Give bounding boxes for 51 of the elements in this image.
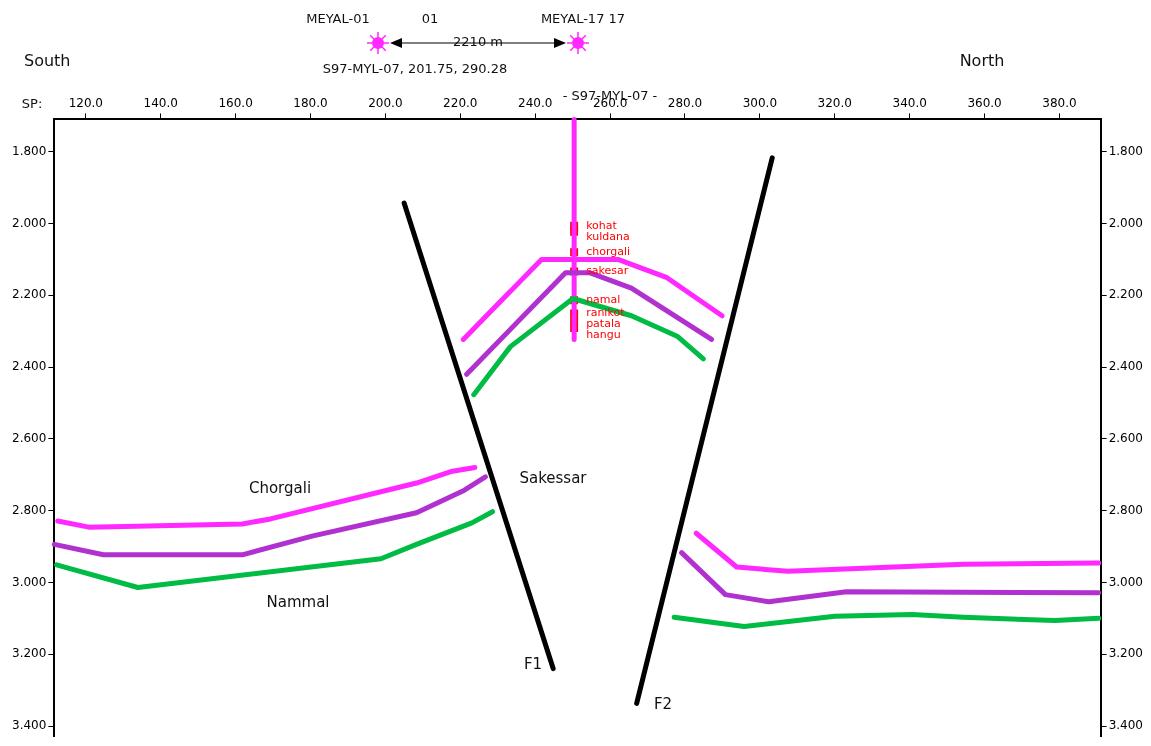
x-tick-label: 180.0	[293, 96, 328, 111]
text: North	[959, 51, 1005, 71]
y-tick-label: 2.200	[11, 287, 47, 302]
annotation: F2	[653, 694, 673, 713]
annotation: F1	[523, 654, 543, 673]
text: 2210 m	[453, 34, 503, 50]
y-tick-label: 2.800	[11, 502, 47, 517]
x-tick-label: 380.0	[1042, 96, 1077, 111]
annotation: Chorgali	[248, 478, 312, 497]
text: 01	[421, 11, 439, 27]
y-tick-label: 2.000	[11, 215, 47, 230]
y-tick-label: 2.600	[11, 430, 47, 445]
x-tick-label: 280.0	[667, 96, 703, 111]
x-tick-label: 200.0	[368, 96, 403, 111]
x-tick-label: 220.0	[443, 96, 478, 111]
x-axis-title: SP:	[21, 96, 43, 112]
y2-tick-label: 2.600	[1108, 430, 1144, 445]
data-label: kuldana	[586, 229, 630, 243]
x-tick-label: 140.0	[143, 96, 178, 111]
text: S97-MYL-07, 201.75, 290.28	[322, 61, 508, 77]
data-label: sakesar	[586, 264, 629, 278]
data-label: kohat	[586, 218, 618, 232]
y2-tick-label: 2.000	[1108, 215, 1144, 230]
annotation: Sakessar	[519, 468, 588, 487]
data-label: chorgali	[586, 245, 631, 259]
x-tick-label: 300.0	[742, 96, 778, 111]
y2-tick-label: 2.400	[1108, 359, 1144, 374]
x-tick-label: 360.0	[967, 96, 1002, 111]
text: South	[24, 51, 71, 71]
x-tick-label: 240.0	[518, 96, 553, 111]
y-tick-label: 2.400	[11, 359, 47, 374]
y2-tick-label: 2.200	[1108, 287, 1144, 302]
annotation: Nammal	[266, 592, 330, 611]
y-tick-label: 1.800	[11, 143, 47, 158]
y2-tick-label: 3.000	[1108, 574, 1144, 589]
y-tick-label: 3.400	[11, 718, 47, 733]
y-tick-label: 3.000	[11, 574, 47, 589]
data-label: hangu	[586, 328, 621, 342]
text: MEYAL-01	[306, 11, 370, 27]
x-tick-label: 160.0	[218, 96, 253, 111]
y2-tick-label: 1.800	[1108, 143, 1144, 158]
y2-tick-label: 2.800	[1108, 502, 1144, 517]
y2-tick-label: 3.400	[1108, 718, 1144, 733]
data-label: namal	[586, 293, 621, 307]
x-tick-label: 340.0	[892, 96, 927, 111]
text: MEYAL-17 17	[540, 11, 626, 27]
y-tick-label: 3.200	[11, 646, 47, 661]
y2-tick-label: 3.200	[1108, 646, 1144, 661]
data-label: patala	[586, 317, 621, 331]
x-tick-label: 320.0	[817, 96, 852, 111]
x-tick-label: 120.0	[68, 96, 103, 111]
